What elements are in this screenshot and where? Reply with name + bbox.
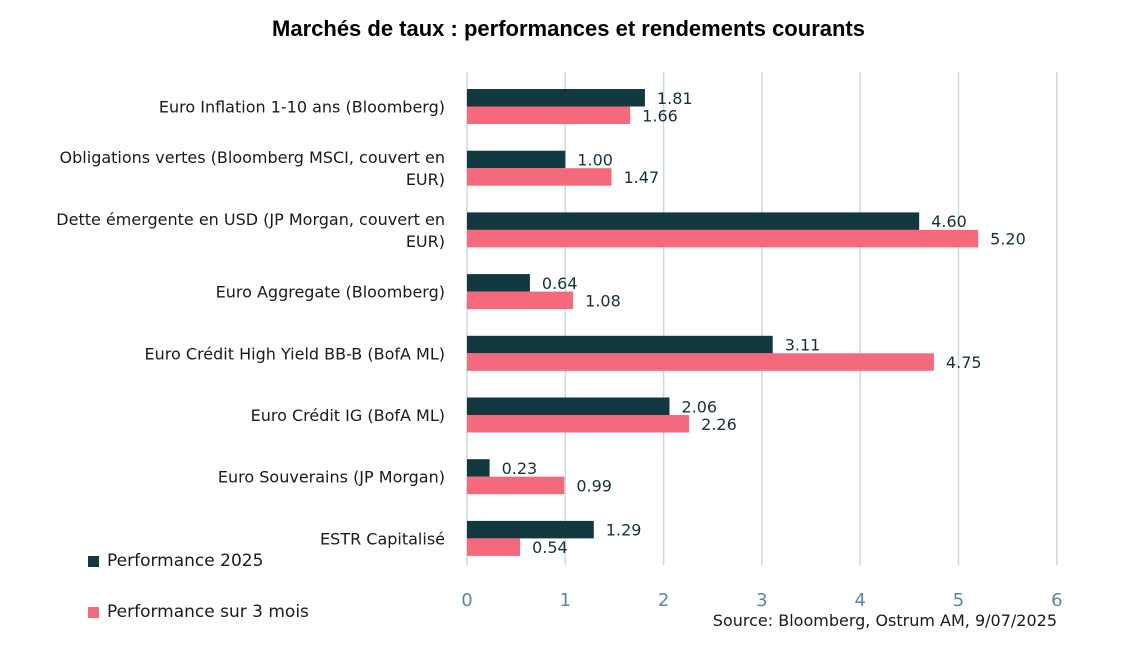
bar-performance-2025 [467, 274, 530, 292]
category-label: Obligations vertes (Bloomberg MSCI, couv… [60, 148, 445, 189]
legend-label: Performance 2025 [107, 551, 264, 571]
data-label: 1.00 [577, 150, 613, 169]
bar-performance-3-mois [467, 106, 631, 124]
bar-performance-3-mois [467, 291, 574, 310]
chart-title: Marchés de taux : performances et rendem… [272, 16, 865, 41]
data-label: 5.20 [990, 230, 1026, 249]
data-label: 0.54 [532, 538, 568, 557]
data-label: 4.60 [931, 212, 967, 231]
x-tick-label: 3 [756, 590, 767, 611]
legend-swatch [88, 555, 99, 567]
bar-performance-3-mois [467, 538, 521, 556]
bar-performance-2025 [467, 335, 773, 354]
category-label: Dette émergente en USD (JP Morgan, couve… [56, 210, 445, 251]
category-label: Euro Crédit High Yield BB-B (BofA ML) [145, 344, 445, 363]
x-tick-label: 0 [461, 590, 472, 611]
data-label: 4.75 [946, 353, 982, 372]
bar-performance-2025 [467, 520, 594, 539]
bar-performance-3-mois [467, 229, 979, 248]
data-label: 0.23 [502, 459, 538, 478]
legend-item-performance-2025: Performance 2025 [88, 551, 263, 571]
category-label: Euro Souverains (JP Morgan) [218, 468, 445, 487]
bar-performance-3-mois [467, 353, 934, 371]
data-label: 0.99 [576, 476, 612, 495]
x-tick-label: 5 [953, 590, 964, 611]
data-label: 1.66 [642, 106, 678, 125]
x-tick-label: 2 [658, 590, 669, 611]
bar-performance-3-mois [467, 476, 565, 495]
x-tick-label: 6 [1051, 590, 1062, 611]
data-label: 0.64 [542, 274, 578, 293]
category-label: Euro Aggregate (Bloomberg) [216, 283, 445, 302]
legend-label: Performance sur 3 mois [107, 602, 309, 622]
data-label: 1.29 [606, 521, 642, 540]
data-label: 1.81 [657, 89, 693, 108]
bars [467, 89, 979, 556]
x-tick-label: 1 [560, 590, 571, 611]
bar-performance-3-mois [467, 168, 612, 186]
bar-performance-2025 [467, 89, 645, 107]
data-label: 2.06 [681, 397, 717, 416]
bar-performance-2025 [467, 150, 566, 169]
bar-performance-2025 [467, 397, 670, 415]
data-label: 2.26 [701, 415, 737, 434]
data-label: 3.11 [785, 336, 821, 355]
legend-swatch [88, 606, 99, 618]
data-label: 1.08 [585, 291, 621, 310]
category-label: Euro Crédit IG (BofA ML) [251, 406, 445, 425]
x-tick-label: 4 [854, 590, 865, 611]
category-label: Euro Inflation 1-10 ans (Bloomberg) [159, 98, 445, 117]
bar-performance-2025 [467, 212, 920, 230]
category-label: ESTR Capitalisé [320, 529, 445, 548]
source-note: Source: Bloomberg, Ostrum AM, 9/07/2025 [712, 611, 1057, 630]
bar-performance-2025 [467, 459, 490, 477]
bar-performance-3-mois [467, 415, 690, 433]
legend-item-performance-3-mois: Performance sur 3 mois [88, 602, 309, 622]
data-label: 1.47 [624, 168, 660, 187]
labels: 0 1 2 3 4 5 6 Euro Inflation 1-10 ans (Bloomber… [56, 89, 1062, 611]
